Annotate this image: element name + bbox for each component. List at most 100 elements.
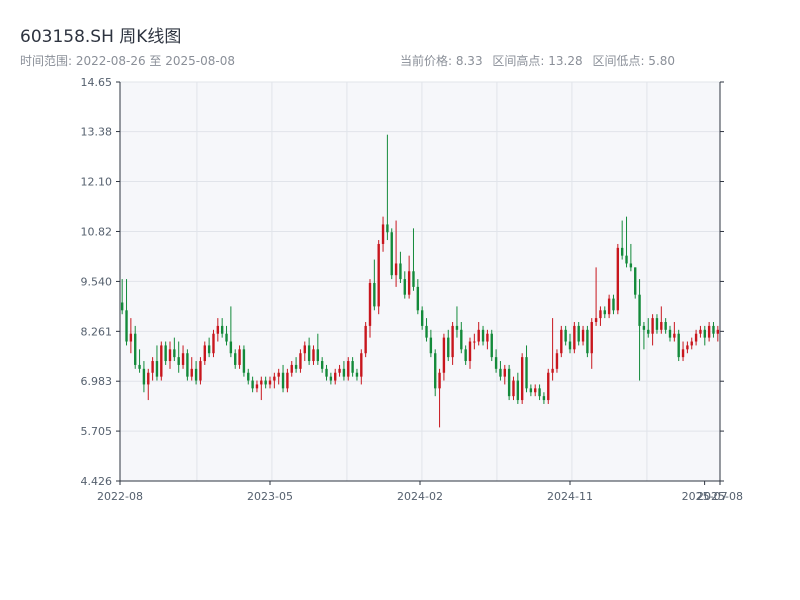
y-tick-label: 5.705 — [81, 425, 113, 438]
candle-body — [638, 294, 641, 326]
candle — [712, 322, 715, 338]
candle — [325, 364, 328, 381]
candle — [607, 294, 611, 319]
candle-body — [303, 345, 306, 354]
candle — [512, 376, 515, 401]
candle — [638, 279, 641, 381]
candle — [386, 134, 389, 241]
candle-body — [207, 345, 211, 354]
candle-body — [507, 368, 511, 397]
candle — [281, 364, 285, 393]
candle-body — [316, 349, 320, 362]
candle — [673, 322, 676, 342]
candle-body — [560, 329, 563, 354]
candle — [425, 318, 428, 342]
candle-body — [355, 372, 359, 377]
candle-body — [181, 353, 185, 365]
candle-body — [473, 341, 476, 343]
current-price: 当前价格: 8.33 — [400, 54, 483, 68]
candle — [351, 357, 354, 377]
candle-body — [286, 372, 289, 389]
candle-body — [668, 329, 672, 338]
candle-body — [573, 325, 576, 350]
candle — [307, 337, 311, 365]
candle — [468, 337, 472, 369]
candle — [568, 333, 572, 354]
candle-body — [368, 282, 372, 326]
candle-body — [234, 353, 237, 365]
candle — [299, 349, 302, 373]
candle-body — [407, 271, 411, 295]
candle — [203, 341, 206, 365]
candle-body — [468, 341, 472, 362]
candle-body — [381, 224, 385, 244]
candle — [399, 251, 402, 283]
candle-body — [673, 333, 676, 338]
candle — [525, 345, 528, 393]
candle — [573, 322, 576, 354]
candle-body — [403, 279, 406, 295]
candle-body — [294, 364, 298, 369]
candle — [320, 357, 324, 373]
candle-body — [312, 349, 315, 362]
candle — [277, 368, 280, 385]
candle — [499, 361, 502, 381]
candle-body — [160, 345, 163, 377]
y-tick-label: 13.38 — [81, 126, 113, 139]
y-tick-label: 12.10 — [81, 176, 113, 189]
candle — [125, 279, 128, 346]
y-tick-label: 6.983 — [81, 375, 113, 388]
candle-body — [425, 325, 428, 338]
candle — [264, 376, 267, 389]
candle — [407, 255, 411, 299]
candle-body — [229, 341, 233, 354]
candle — [647, 318, 650, 338]
candle — [377, 240, 380, 315]
candle-body — [581, 329, 585, 342]
candle — [134, 325, 137, 369]
candle — [160, 341, 163, 381]
candle-body — [412, 271, 415, 287]
candle — [247, 368, 250, 385]
candle-body — [186, 353, 189, 377]
candle-body — [707, 325, 711, 338]
candle-body — [177, 357, 180, 365]
candle-body — [699, 329, 702, 334]
candle — [551, 318, 554, 381]
candle — [577, 322, 580, 346]
candle — [612, 294, 615, 315]
candle-body — [647, 329, 650, 334]
range-high: 区间高点: 13.28 — [492, 54, 583, 68]
candle-body — [199, 361, 202, 381]
candle-body — [173, 349, 176, 358]
candle — [251, 376, 254, 393]
candle-body — [247, 372, 250, 381]
candle-body — [525, 357, 528, 389]
candle-body — [203, 345, 206, 362]
candle — [655, 314, 659, 334]
candle-body — [481, 329, 485, 342]
candle — [364, 322, 367, 358]
candle — [238, 345, 241, 369]
candle — [151, 357, 154, 381]
candle — [481, 325, 485, 346]
candle — [360, 349, 363, 385]
candle — [455, 306, 459, 338]
candle-body — [538, 388, 541, 397]
candle-body — [220, 325, 224, 334]
candle — [255, 380, 259, 393]
candle — [216, 318, 220, 342]
candle — [677, 329, 680, 362]
candle-body — [642, 325, 646, 330]
candle — [464, 345, 467, 365]
candle-body — [547, 372, 550, 401]
y-tick-label: 4.426 — [81, 475, 113, 488]
candle — [368, 279, 372, 338]
candle-body — [320, 361, 324, 369]
candle — [147, 368, 150, 401]
candle-body — [529, 388, 533, 393]
candle — [694, 329, 698, 346]
candle — [342, 361, 346, 381]
candle — [173, 337, 176, 362]
